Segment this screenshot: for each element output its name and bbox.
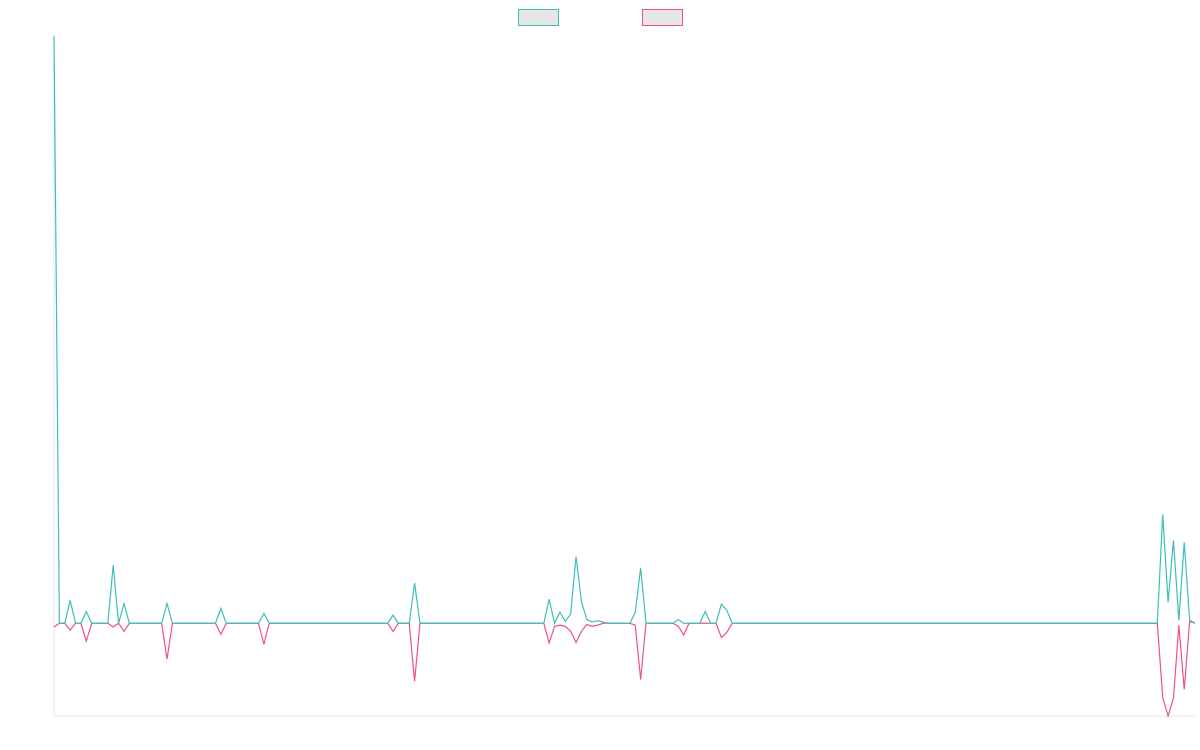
legend-swatch[interactable] (642, 9, 683, 26)
line-series (53, 35, 1196, 626)
legend-swatch[interactable] (518, 9, 559, 26)
line-series (53, 620, 1196, 719)
